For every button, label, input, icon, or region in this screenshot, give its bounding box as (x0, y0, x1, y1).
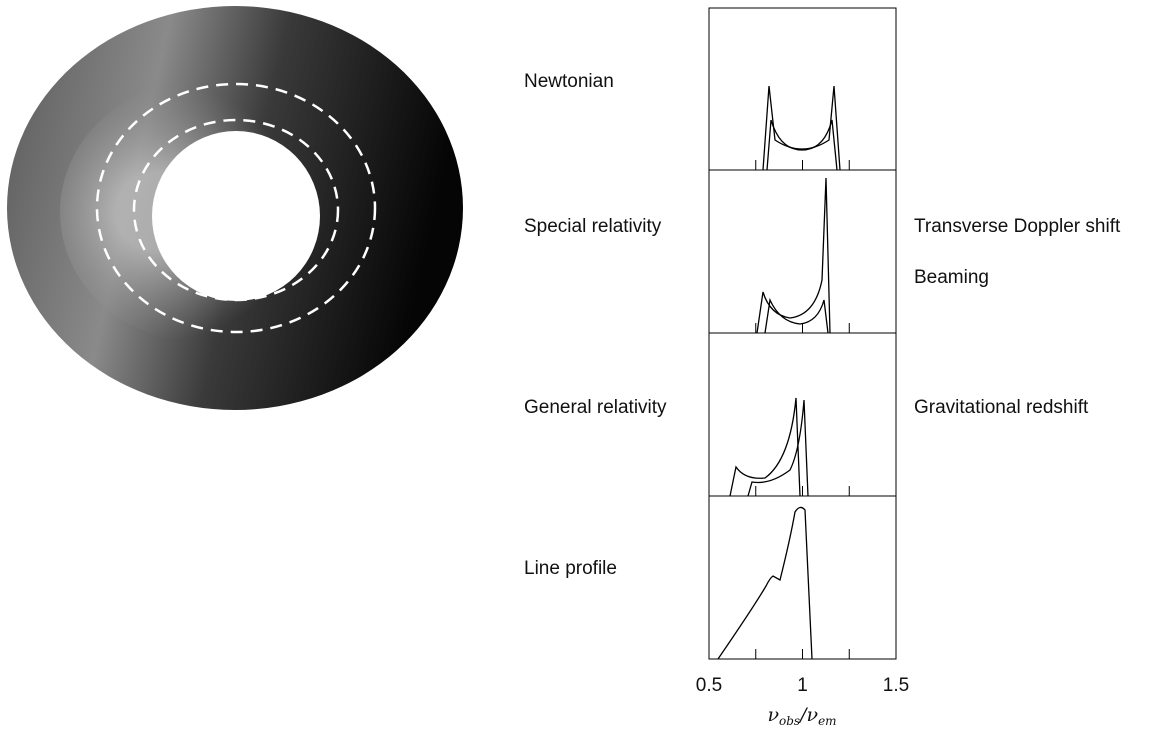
effect-note: Beaming (914, 267, 989, 288)
axis-label: νobs/νem (767, 704, 836, 728)
axis-label-part: ν (807, 704, 819, 726)
effect-note: Transverse Doppler shift (914, 216, 1121, 237)
panel-label: General relativity (524, 397, 667, 418)
axis-label-part: obs (779, 714, 800, 728)
panel-label: Line profile (524, 558, 617, 579)
profile-panels (708, 7, 897, 660)
panel-label: Special relativity (524, 216, 662, 237)
x-tick-label: 0.5 (696, 675, 722, 696)
panel-label: Newtonian (524, 71, 614, 92)
x-tick-label: 1.5 (883, 675, 909, 696)
x-tick-label: 1 (797, 675, 808, 696)
accretion-disk (7, 6, 463, 410)
axis-label-part: / (798, 704, 808, 726)
axis-label-part: em (818, 714, 836, 728)
axis-label-part: ν (767, 704, 779, 726)
effect-note: Gravitational redshift (914, 397, 1089, 418)
